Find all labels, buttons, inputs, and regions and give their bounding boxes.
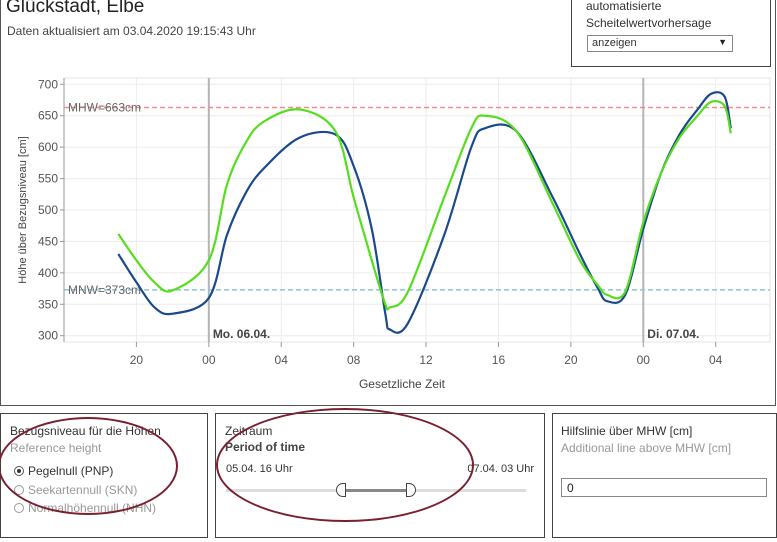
x-tick-label: 20 xyxy=(564,353,578,367)
water-level-chart: MHW=663cm MNW=373cm 300 350 400 450 500 550 600… xyxy=(17,77,771,391)
y-tick-label: 350 xyxy=(38,297,58,311)
x-tick-label: 20 xyxy=(130,353,144,367)
annotation-oval-period xyxy=(216,408,474,522)
y-tick-label: 700 xyxy=(38,77,58,91)
forecast-label: automatisierte Scheitelwertvorhersage xyxy=(586,0,712,30)
y-tick-label: 450 xyxy=(38,234,58,248)
x-tick-label: 08 xyxy=(347,353,361,367)
chart-frame xyxy=(0,0,776,406)
mhw-offset-input[interactable] xyxy=(561,478,767,497)
y-axis-title: Höhe über Bezugsniveau [cm] xyxy=(17,136,29,283)
annotation-oval-reference xyxy=(0,417,178,515)
day-marker-label: Di. 07.04. xyxy=(647,327,699,341)
y-tick-label: 500 xyxy=(38,203,58,217)
radio-unselected-icon xyxy=(14,503,24,513)
axes: 300 350 400 450 500 550 600 650 700 20 00 04 08 12 16 2… xyxy=(17,77,723,391)
forecast-dropdown[interactable]: anzeigen ▼ xyxy=(587,35,733,52)
y-tick-label: 600 xyxy=(38,140,58,154)
range-end-label: 07.04. 03 Uhr xyxy=(467,463,534,475)
x-tick-label: 00 xyxy=(637,353,651,367)
forecast-panel: automatisierte Scheitelwertvorhersage an… xyxy=(571,0,771,67)
forecast-dropdown-value: anzeigen xyxy=(592,37,637,49)
chart-grid xyxy=(63,77,771,343)
y-tick-label: 300 xyxy=(38,329,58,343)
x-tick-label: 16 xyxy=(492,353,506,367)
reference-line-label: MNW=373cm xyxy=(68,283,141,297)
chevron-down-icon: ▼ xyxy=(718,37,727,47)
series-layer xyxy=(117,91,732,334)
x-axis-title: Gesetzliche Zeit xyxy=(359,377,446,391)
station-title: Glückstadt, Elbe xyxy=(6,0,145,17)
y-tick-label: 400 xyxy=(38,266,58,280)
mhw-line-panel: Hilfslinie über MHW [cm] Additional line… xyxy=(552,413,777,538)
mhw-panel-title: Hilfslinie über MHW [cm] xyxy=(561,424,693,438)
y-tick-label: 550 xyxy=(38,172,58,186)
update-timestamp: Daten aktualisiert am 03.04.2020 19:15:4… xyxy=(7,24,256,38)
reference-line-label: MHW=663cm xyxy=(68,101,141,115)
reference-lines: MHW=663cm MNW=373cm xyxy=(64,101,770,297)
x-tick-label: 12 xyxy=(419,353,433,367)
day-marker-label: Mo. 06.04. xyxy=(213,327,270,341)
x-tick-label: 04 xyxy=(709,353,723,367)
series-line xyxy=(117,100,732,311)
y-tick-label: 650 xyxy=(38,109,58,123)
mhw-panel-subtitle: Additional line above MHW [cm] xyxy=(561,441,732,455)
x-tick-label: 00 xyxy=(202,353,216,367)
x-tick-label: 04 xyxy=(275,353,289,367)
